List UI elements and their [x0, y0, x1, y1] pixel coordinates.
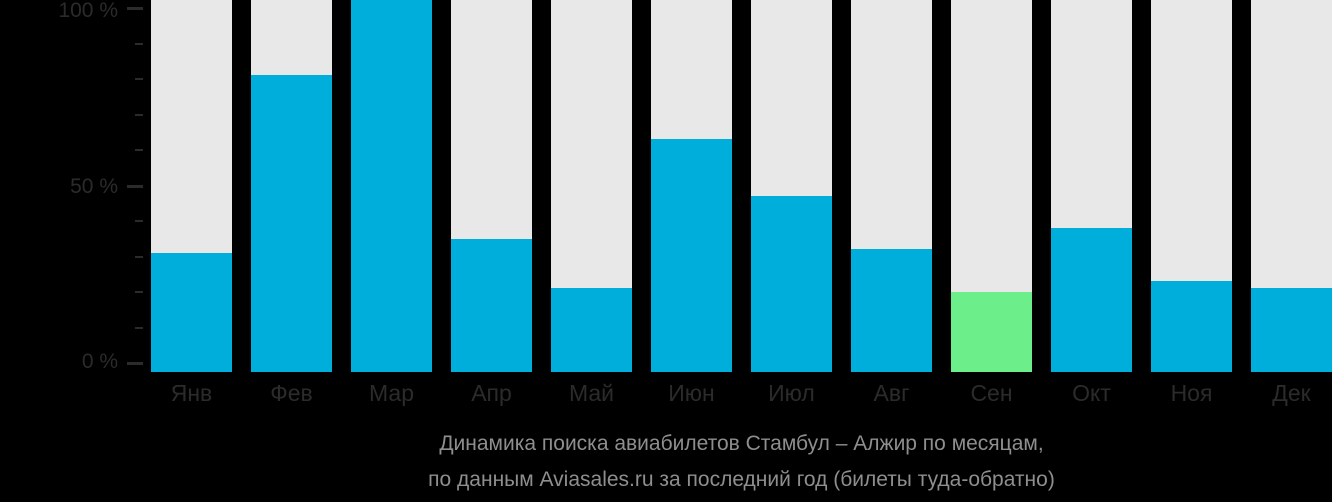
chart-title-line-1: Динамика поиска авиабилетов Стамбул – Ал… [439, 432, 1044, 455]
bar-sep [951, 292, 1032, 372]
bar-mar [351, 0, 432, 372]
bar-apr [451, 239, 532, 372]
month-label-jan: Янв [170, 380, 213, 406]
y-axis-major-tick [127, 362, 143, 365]
month-label-oct: Окт [1072, 380, 1111, 406]
bar-column-mar: Мар [351, 0, 432, 405]
month-label-dec: Дек [1272, 380, 1311, 406]
y-axis-label-100: 100 % [58, 0, 118, 22]
y-axis-major-tick [127, 7, 143, 10]
bar-jul [751, 196, 832, 372]
bar-column-sep: Сен [951, 0, 1032, 405]
y-axis-minor-tick [135, 114, 143, 116]
y-axis-minor-tick [135, 256, 143, 258]
bar-column-aug: Авг [851, 0, 932, 405]
chart-title: Динамика поиска авиабилетов Стамбул – Ал… [151, 426, 1332, 498]
y-axis-minor-tick [135, 291, 143, 293]
plot-area: Янв Фев Мар Апр Май Июн Июл Авг Сен Окт Ноя Дек [151, 0, 1332, 405]
bar-column-dec: Дек [1251, 0, 1332, 405]
bar-column-feb: Фев [251, 0, 332, 405]
y-axis-minor-tick [135, 220, 143, 222]
bar-oct [1051, 228, 1132, 372]
month-label-apr: Апр [471, 380, 512, 406]
bar-column-may: Май [551, 0, 632, 405]
y-axis-minor-tick [135, 43, 143, 45]
month-label-jun: Июн [668, 380, 715, 406]
bar-jun [651, 139, 732, 372]
y-axis-major-tick [127, 185, 143, 188]
month-label-nov: Ноя [1170, 380, 1213, 406]
bar-column-jun: Июн [651, 0, 732, 405]
bar-feb [251, 75, 332, 372]
bar-column-jan: Янв [151, 0, 232, 405]
bar-column-nov: Ноя [1151, 0, 1232, 405]
y-axis-label-0: 0 % [81, 350, 118, 373]
y-axis: 100 % 50 % 0 % [0, 0, 150, 373]
month-label-feb: Фев [270, 380, 313, 406]
y-axis-minor-tick [135, 149, 143, 151]
chart-title-line-2: по данным Aviasales.ru за последний год … [428, 468, 1055, 491]
bar-aug [851, 249, 932, 372]
bar-may [551, 288, 632, 372]
month-label-aug: Авг [873, 380, 910, 406]
bar-dec [1251, 288, 1332, 372]
month-label-mar: Мар [368, 380, 415, 406]
month-label-jul: Июл [768, 380, 815, 406]
bar-column-oct: Окт [1051, 0, 1132, 405]
bar-jan [151, 253, 232, 372]
y-axis-minor-tick [135, 327, 143, 329]
y-axis-label-50: 50 % [70, 175, 118, 198]
month-label-sep: Сен [970, 380, 1013, 406]
bar-column-apr: Апр [451, 0, 532, 405]
month-label-may: Май [568, 380, 615, 406]
y-axis-minor-tick [135, 78, 143, 80]
bar-column-jul: Июл [751, 0, 832, 405]
bar-nov [1151, 281, 1232, 372]
